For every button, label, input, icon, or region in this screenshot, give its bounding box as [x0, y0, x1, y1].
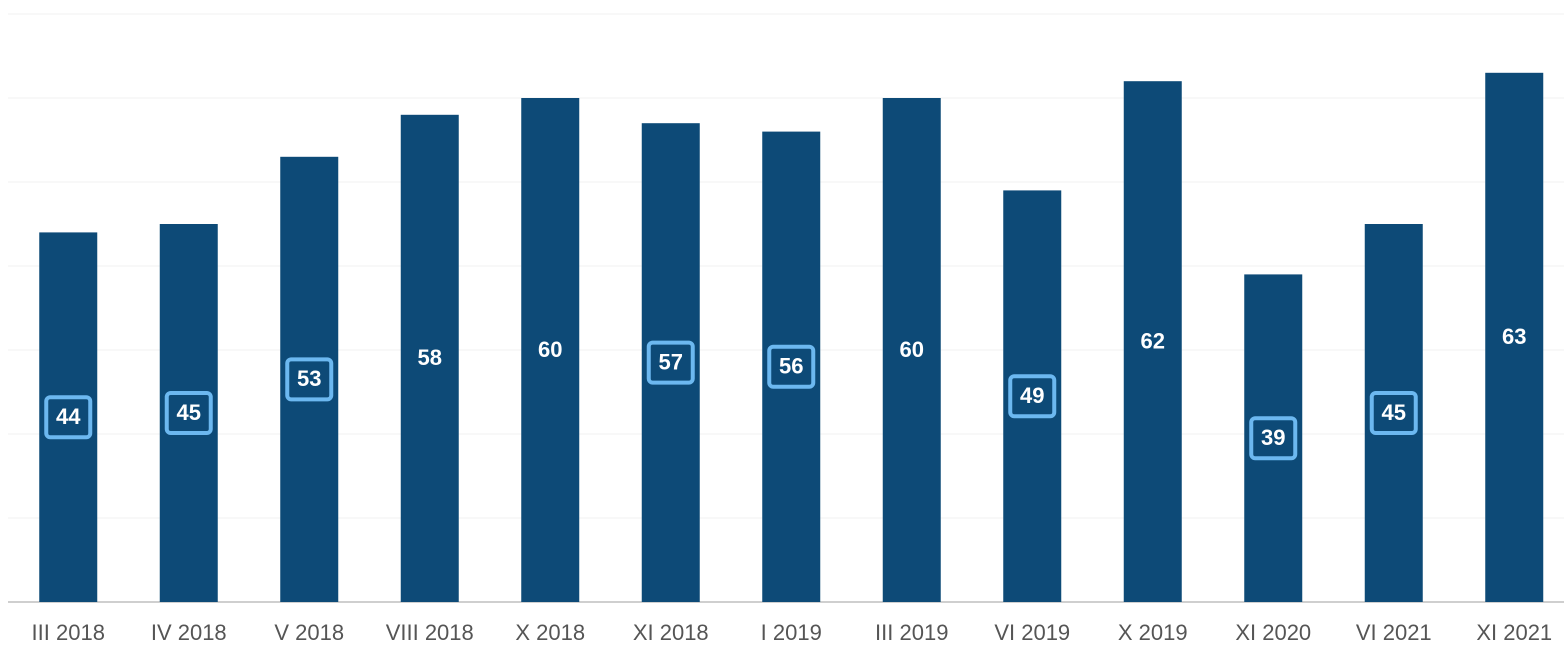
value-label-box	[767, 344, 816, 389]
value-label: 45	[1382, 400, 1406, 425]
value-label: 44	[56, 404, 81, 429]
x-tick-label: VI 2019	[994, 620, 1070, 645]
value-label-box	[285, 357, 334, 402]
bar	[1123, 81, 1182, 602]
bar	[882, 98, 941, 602]
x-tick-label: XI 2018	[633, 620, 709, 645]
x-tick-label: IV 2018	[151, 620, 227, 645]
value-label: 57	[659, 349, 683, 374]
value-label-box	[1249, 416, 1298, 461]
bar	[521, 98, 580, 602]
x-tick-label: X 2018	[515, 620, 585, 645]
x-tick-label: I 2019	[761, 620, 822, 645]
value-label-box	[44, 395, 93, 440]
bar	[1485, 72, 1544, 603]
x-tick-label: X 2019	[1118, 620, 1188, 645]
value-label-box	[1369, 391, 1418, 435]
value-label: 56	[779, 354, 803, 379]
x-tick-label: XI 2021	[1476, 620, 1552, 645]
x-tick-label: III 2018	[32, 620, 105, 645]
value-label-box	[646, 340, 695, 385]
x-tick-label: XI 2020	[1235, 620, 1311, 645]
value-label: 53	[297, 366, 321, 391]
x-tick-label: VIII 2018	[386, 620, 474, 645]
x-tick-label: VI 2021	[1356, 620, 1432, 645]
value-label: 45	[177, 400, 201, 425]
value-label: 58	[418, 345, 442, 370]
value-label: 49	[1020, 383, 1044, 408]
value-label: 63	[1502, 324, 1526, 349]
value-label-box	[164, 391, 213, 435]
bar	[400, 114, 459, 603]
value-label: 62	[1141, 328, 1165, 353]
x-tick-label: III 2019	[875, 620, 948, 645]
value-label-box	[1008, 374, 1057, 419]
value-label: 60	[538, 337, 562, 362]
x-tick-label: V 2018	[274, 620, 344, 645]
value-label: 60	[900, 337, 924, 362]
value-label: 39	[1261, 425, 1285, 450]
